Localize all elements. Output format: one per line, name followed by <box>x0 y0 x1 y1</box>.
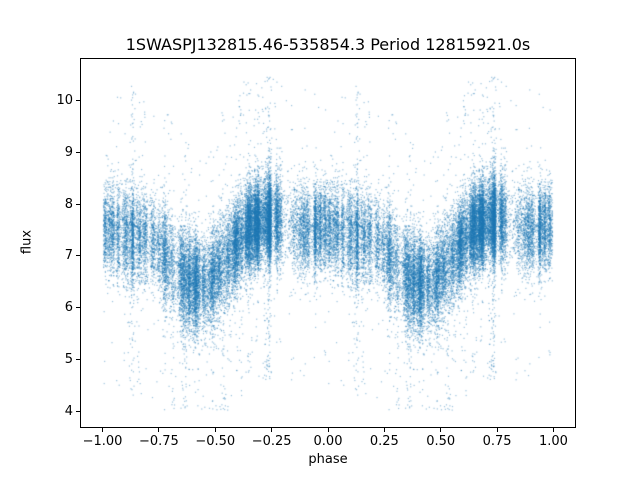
axes-box <box>80 58 576 428</box>
y-tick-mark <box>76 307 80 309</box>
x-tick-mark <box>214 428 216 432</box>
x-tick-mark <box>102 428 104 432</box>
x-tick-label: −1.00 <box>82 434 123 449</box>
y-tick-mark <box>76 410 80 412</box>
x-tick-label: −0.75 <box>138 434 179 449</box>
y-tick-label: 4 <box>64 403 73 419</box>
x-tick-mark <box>552 428 554 432</box>
x-tick-label: 0.75 <box>482 434 512 449</box>
y-tick-mark <box>76 100 80 102</box>
y-tick-mark <box>76 255 80 257</box>
y-tick-label: 8 <box>64 196 73 212</box>
y-axis-label: flux <box>19 229 35 255</box>
x-tick-mark <box>383 428 385 432</box>
x-tick-mark <box>440 428 442 432</box>
y-tick-mark <box>76 358 80 360</box>
y-tick-label: 10 <box>56 93 73 109</box>
x-tick-label: 0.50 <box>426 434 456 449</box>
y-tick-label: 5 <box>64 351 73 367</box>
x-tick-mark <box>271 428 273 432</box>
y-tick-label: 9 <box>64 144 73 160</box>
x-tick-mark <box>158 428 160 432</box>
x-tick-label: −0.25 <box>251 434 292 449</box>
x-tick-mark <box>327 428 329 432</box>
x-tick-label: −0.50 <box>195 434 236 449</box>
x-tick-label: 1.00 <box>538 434 568 449</box>
x-tick-mark <box>496 428 498 432</box>
y-tick-mark <box>76 203 80 205</box>
y-tick-label: 7 <box>64 248 73 264</box>
x-tick-label: 0.00 <box>313 434 343 449</box>
x-axis-label: phase <box>308 452 348 467</box>
y-tick-label: 6 <box>64 300 73 316</box>
scatter-points-canvas <box>81 59 575 427</box>
plot-title: 1SWASPJ132815.46-535854.3 Period 1281592… <box>125 35 531 54</box>
y-tick-mark <box>76 151 80 153</box>
x-tick-label: 0.25 <box>369 434 399 449</box>
